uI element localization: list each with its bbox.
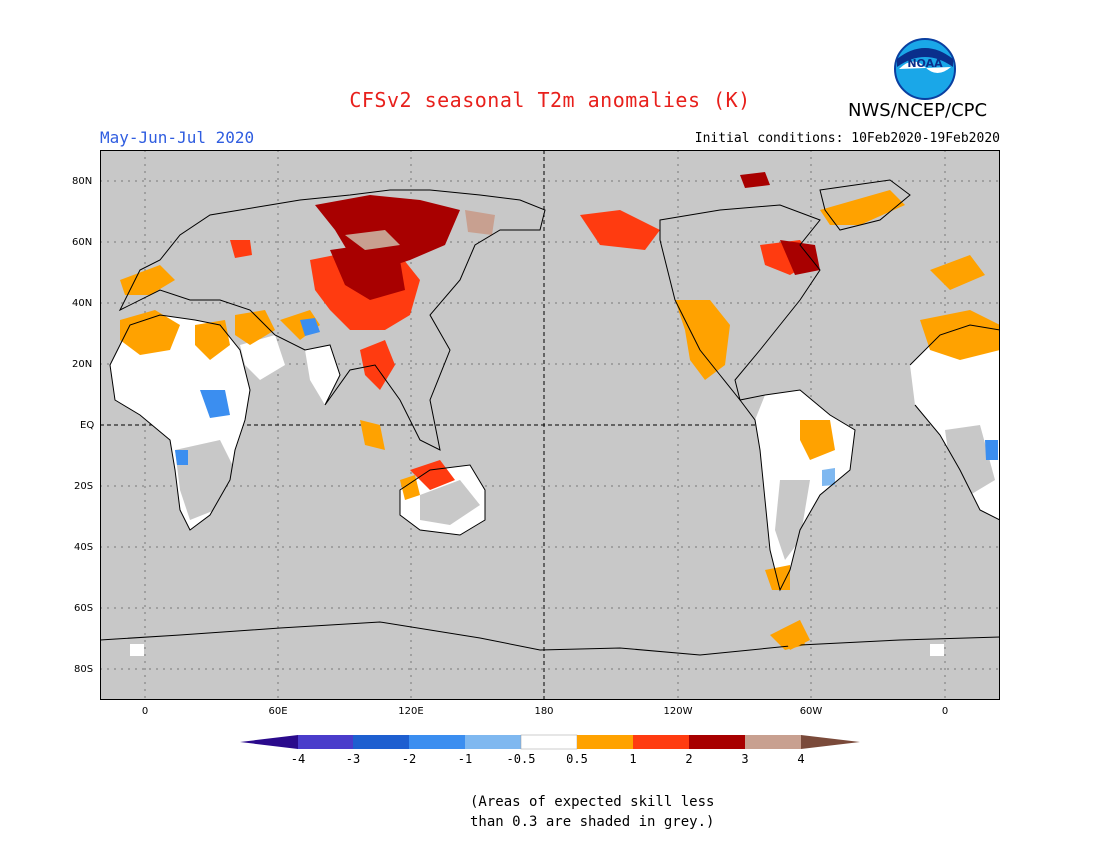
skill-note-line: (Areas of expected skill less bbox=[470, 794, 715, 810]
colorbar-label: 0.5 bbox=[566, 752, 588, 766]
lon-label: 120W bbox=[663, 706, 693, 717]
colorbar bbox=[240, 733, 862, 755]
colorbar-swatch bbox=[409, 735, 465, 749]
colorbar-label: -1 bbox=[457, 752, 473, 766]
coastlines bbox=[100, 179, 1000, 656]
lat-label: 20N bbox=[72, 359, 93, 370]
chart-title: CFSv2 seasonal T2m anomalies (K) bbox=[349, 88, 751, 112]
map-canvas bbox=[100, 150, 1000, 700]
season-label: May-Jun-Jul 2020 bbox=[100, 128, 255, 147]
lat-label: 60S bbox=[74, 603, 94, 614]
colorbar-label: 3 bbox=[741, 752, 749, 766]
lat-grid bbox=[100, 180, 1000, 670]
colorbar-swatch bbox=[633, 735, 689, 749]
colorbar-label: -2 bbox=[401, 752, 417, 766]
lat-label: 40N bbox=[72, 298, 93, 309]
colorbar-swatch bbox=[353, 735, 409, 749]
skill-note-line: than 0.3 are shaded in grey.) bbox=[470, 814, 715, 830]
colorbar-swatch bbox=[689, 735, 745, 749]
lat-label: 80S bbox=[74, 664, 94, 675]
colorbar-label: 1 bbox=[629, 752, 637, 766]
lat-label: EQ bbox=[80, 420, 95, 431]
lon-label: 0 bbox=[941, 706, 949, 717]
anomaly-map bbox=[100, 150, 1000, 700]
lat-label: 60N bbox=[72, 237, 93, 248]
colorbar-swatch bbox=[520, 734, 578, 750]
colorbar-label: -4 bbox=[290, 752, 306, 766]
colorbar-label: 4 bbox=[797, 752, 805, 766]
colorbar-arrow-high bbox=[801, 735, 860, 749]
colorbar-label: 2 bbox=[685, 752, 693, 766]
colorbar-swatch bbox=[745, 735, 801, 749]
colorbar-label: -3 bbox=[345, 752, 361, 766]
lat-label: 80N bbox=[72, 176, 93, 187]
antarctica-patch bbox=[130, 644, 144, 656]
low-skill-mask bbox=[175, 425, 995, 560]
antarctic-peninsula-anomaly bbox=[780, 620, 810, 650]
colorbar-label: -0.5 bbox=[506, 752, 536, 766]
skill-note: (Areas of expected skill less than 0.3 a… bbox=[470, 792, 714, 832]
noaa-logo: NOAA bbox=[893, 37, 957, 105]
anomaly-3-4 bbox=[345, 210, 495, 250]
logo-text: NOAA bbox=[907, 57, 943, 70]
anomaly-neg-light bbox=[822, 468, 835, 486]
initial-conditions: Initial conditions: 10Feb2020-19Feb2020 bbox=[694, 131, 1000, 146]
lon-label: 0 bbox=[141, 706, 149, 717]
colorbar-arrow-low bbox=[240, 735, 298, 749]
colorbar-swatch bbox=[465, 735, 521, 749]
lon-label: 60E bbox=[268, 706, 288, 717]
antarctica-patch bbox=[930, 644, 944, 656]
anomaly-neg bbox=[175, 318, 998, 465]
colorbar-swatch bbox=[298, 735, 353, 749]
lon-label: 60W bbox=[799, 706, 823, 717]
lon-label: 180 bbox=[534, 706, 554, 717]
lat-label: 20S bbox=[74, 481, 94, 492]
colorbar-swatch bbox=[577, 735, 633, 749]
agency-label: NWS/NCEP/CPC bbox=[848, 100, 988, 121]
lat-label: 40S bbox=[74, 542, 94, 553]
lon-label: 120E bbox=[398, 706, 424, 717]
